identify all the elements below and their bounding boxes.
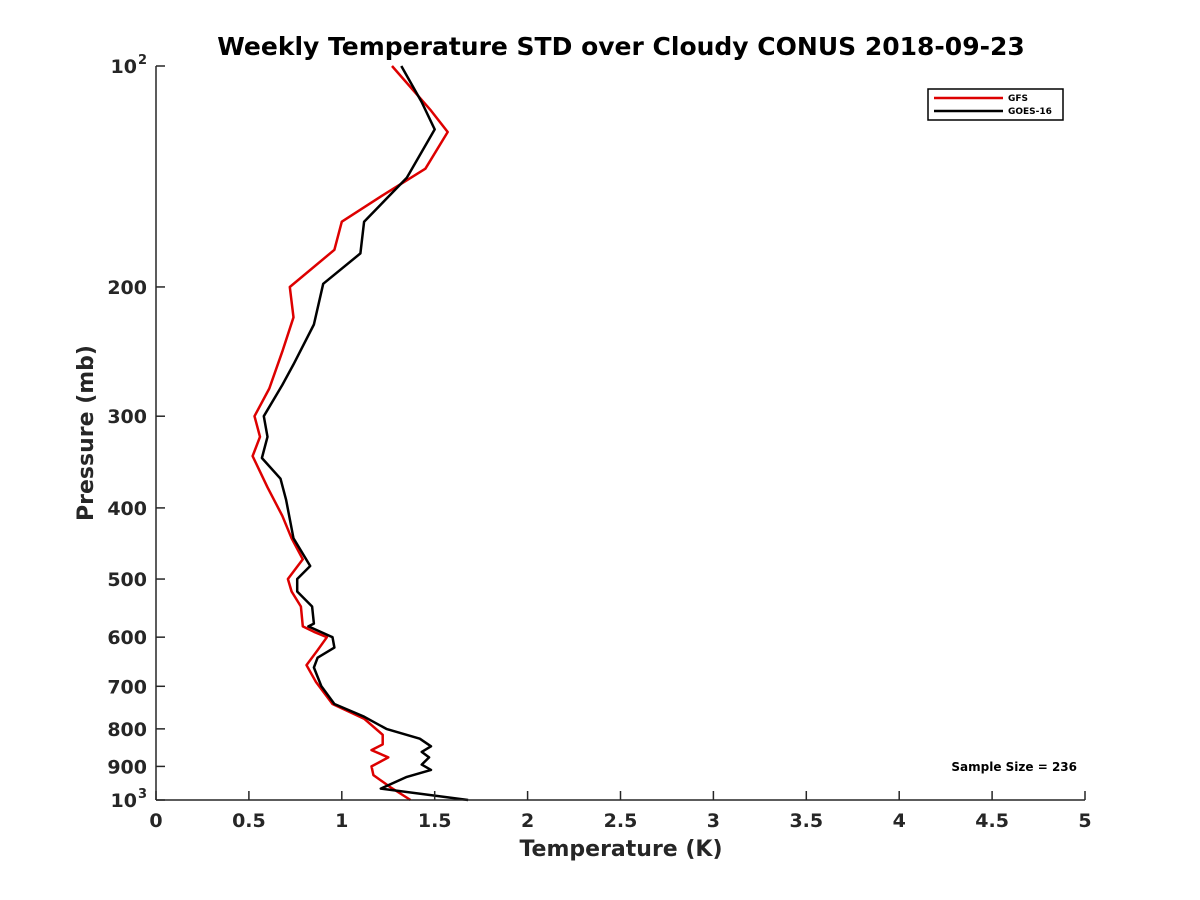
x-tick-label: 3	[707, 810, 720, 832]
y-tick-exponent: 2	[138, 53, 147, 68]
series-line-goes16	[260, 65, 469, 802]
legend-box	[927, 88, 1064, 121]
x-tick-label: 2.5	[604, 810, 638, 832]
y-axis-label: Pressure (mb)	[74, 345, 99, 521]
y-tick-label: 200	[107, 277, 147, 299]
y-tick-exponent: 3	[138, 787, 147, 802]
y-tick-label: 10	[111, 790, 137, 812]
y-tick-label: 500	[107, 569, 147, 591]
sample-size-annotation: Sample Size = 236	[951, 760, 1077, 774]
x-tick-label: 1.5	[418, 810, 452, 832]
x-tick-label: 4.5	[975, 810, 1009, 832]
x-tick-label: 4	[893, 810, 906, 832]
legend: GFS GOES-16	[927, 88, 1064, 121]
legend-label-goes16: GOES-16	[1008, 107, 1052, 117]
x-ticks: 0 0.5 1 1.5 2 2.5 3 3.5 4 4.5 5	[149, 791, 1092, 832]
plot-area: 0 0.5 1 1.5 2 2.5 3 3.5 4 4.5 5 10 2200300400500600…	[107, 53, 1091, 832]
y-tick-label: 10	[111, 56, 137, 78]
x-tick-label: 1	[335, 810, 348, 832]
x-tick-label: 2	[521, 810, 534, 832]
y-tick-label: 600	[107, 627, 147, 649]
y-tick-label: 400	[107, 498, 147, 520]
y-tick-label: 900	[107, 756, 147, 778]
legend-label-gfs: GFS	[1008, 94, 1028, 104]
plot-background	[156, 66, 1085, 800]
series-layer	[251, 65, 469, 802]
series-line-gfs	[251, 65, 449, 802]
chart-title: Weekly Temperature STD over Cloudy CONUS…	[217, 32, 1025, 61]
y-tick-label: 300	[107, 406, 147, 428]
x-axis-label: Temperature (K)	[519, 837, 722, 862]
y-tick-label: 700	[107, 676, 147, 698]
x-tick-label: 0	[149, 810, 162, 832]
x-tick-label: 3.5	[789, 810, 823, 832]
x-tick-label: 5	[1078, 810, 1091, 832]
x-tick-label: 0.5	[232, 810, 266, 832]
y-tick-label: 800	[107, 719, 147, 741]
